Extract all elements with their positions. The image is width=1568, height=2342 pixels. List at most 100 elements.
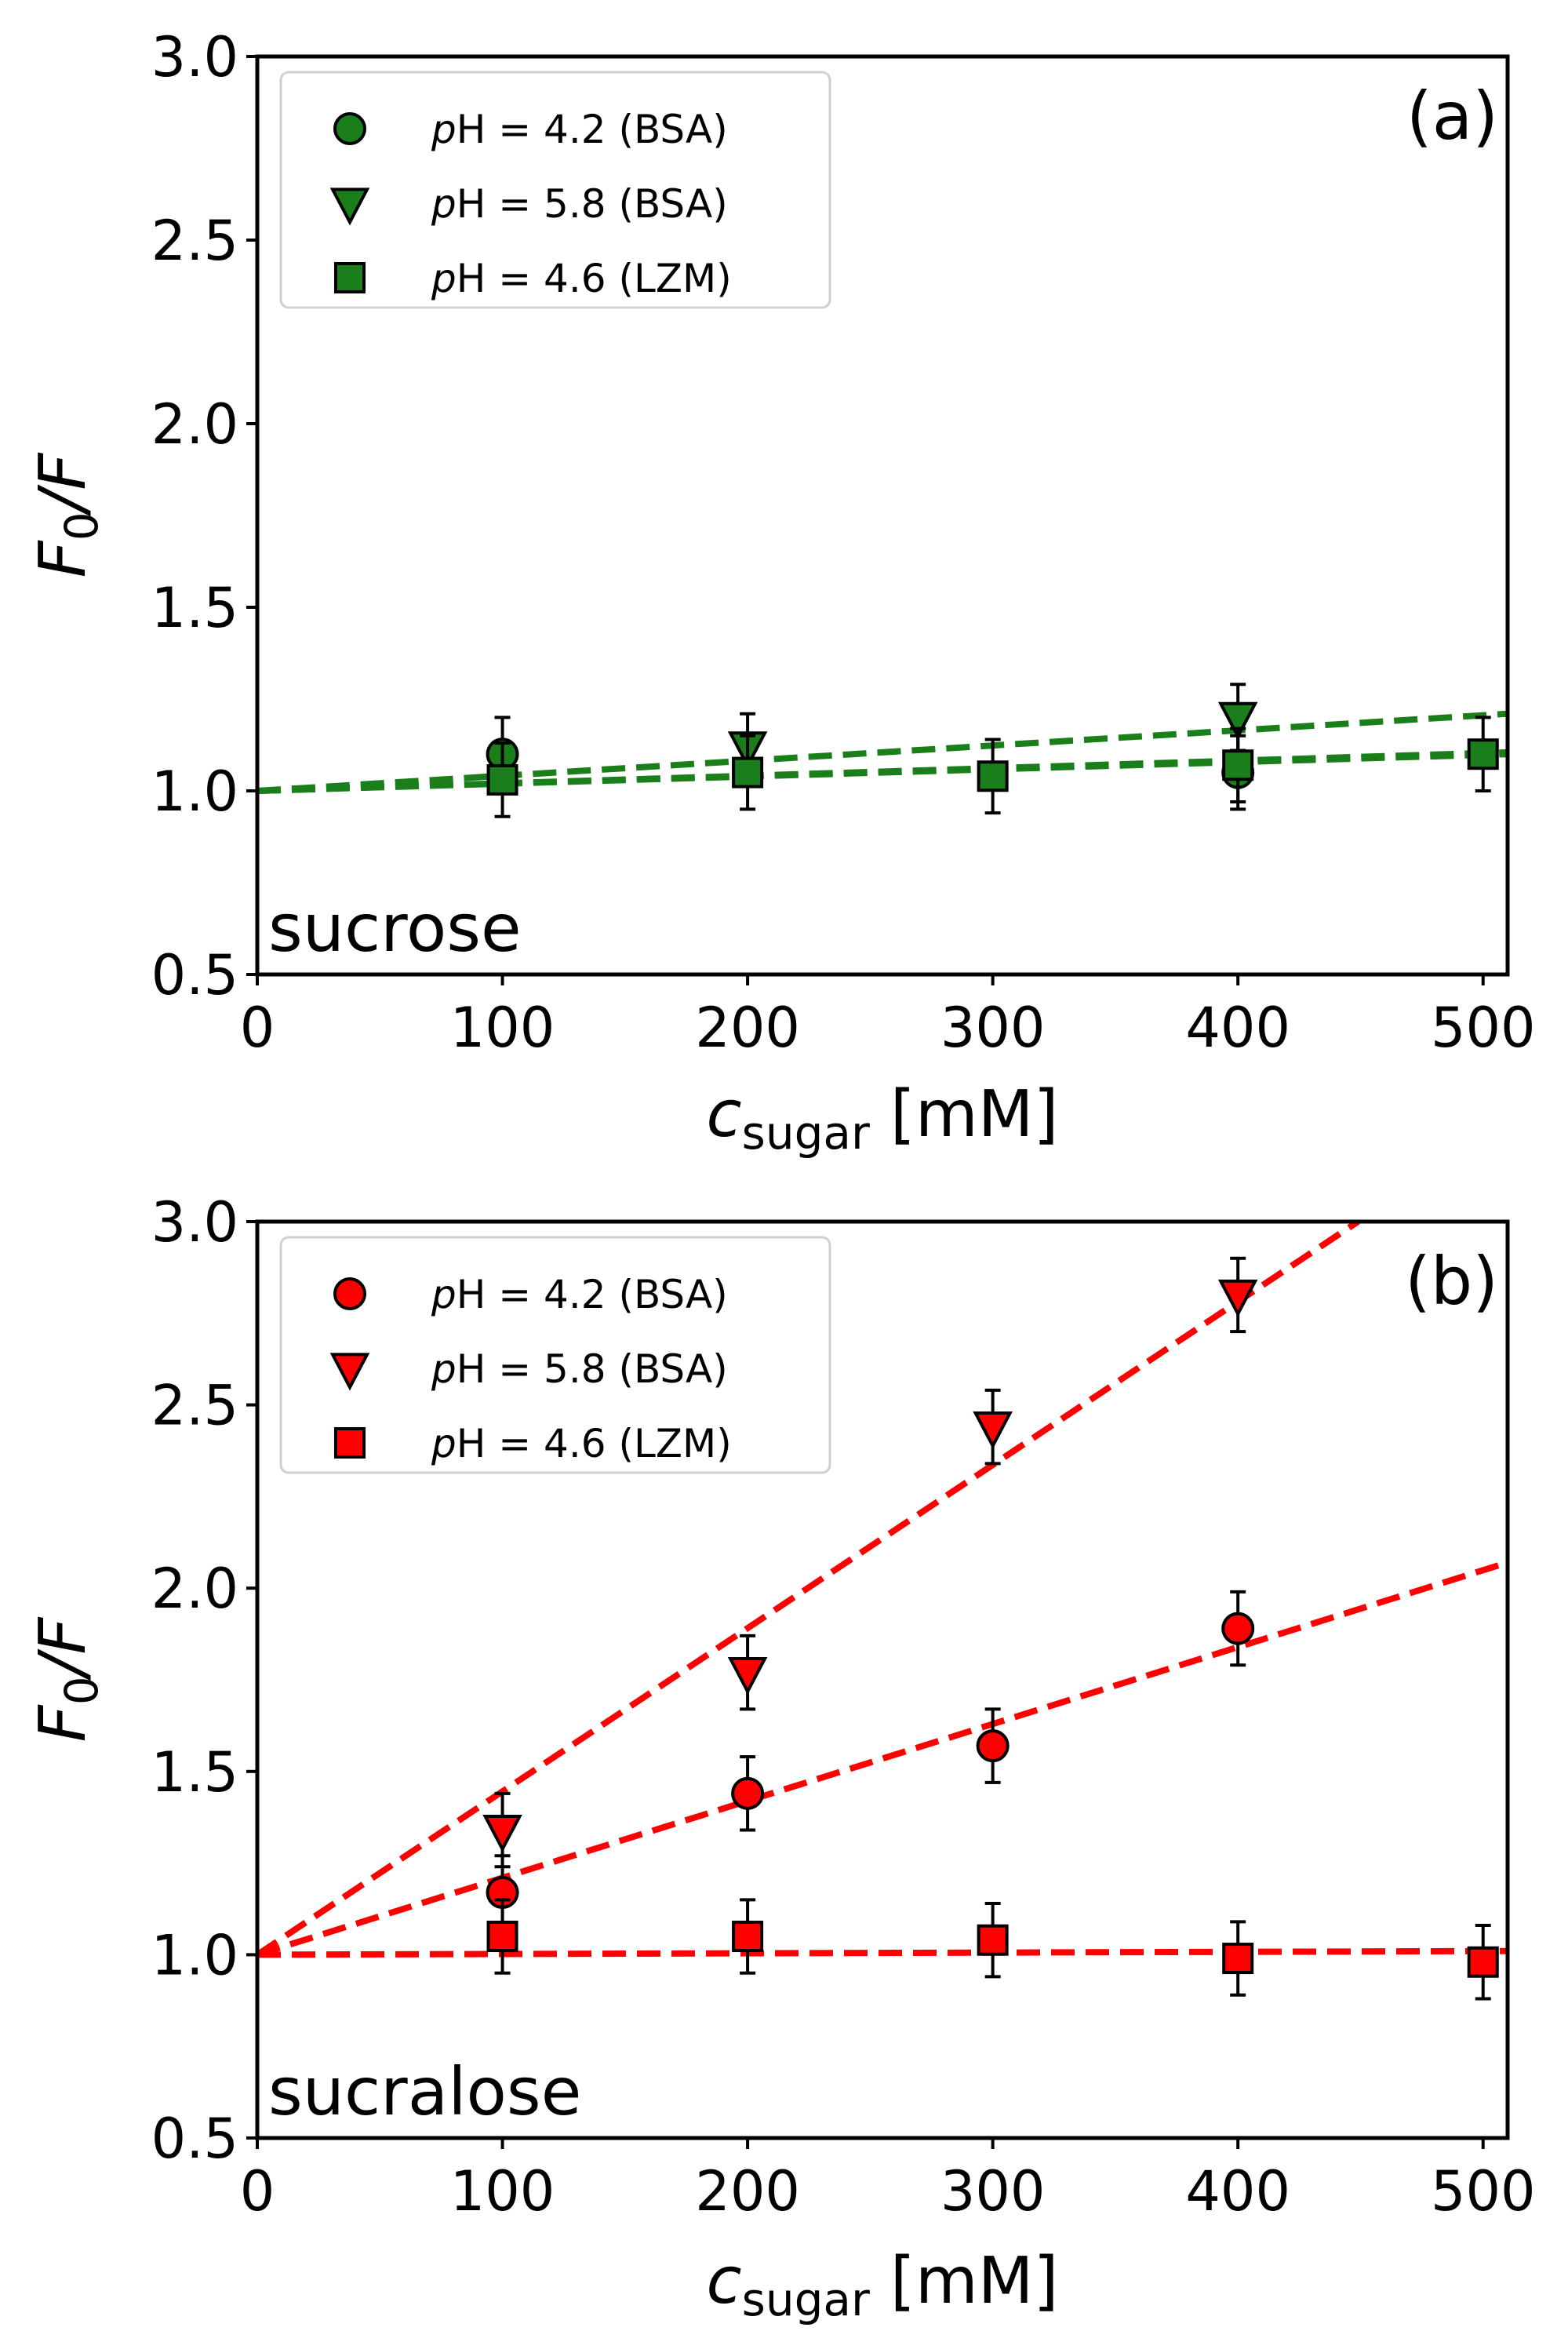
y-axis-title-sub: 0 [55,512,108,541]
legend-label-italic: p [431,107,457,152]
legend-frame [279,1236,831,1474]
y-tick-label: 1.0 [151,1923,238,1987]
series-1-points [482,1256,1258,1869]
legend-label-rest: H = 4.6 (LZM) [457,256,732,301]
data-point [1467,738,1499,770]
x-tick-label: 0 [240,996,275,1060]
x-tick-label: 400 [1185,996,1290,1060]
x-axis-title: csugar [mM] [707,2244,1059,2326]
legend-label-rest: H = 4.2 (BSA) [457,1272,728,1317]
plot-frame [255,54,1510,977]
panel-annotation: sucralose [268,2053,581,2130]
series-2-points [486,1898,1499,2001]
data-point [727,1657,768,1695]
data-point [1221,1612,1255,1645]
y-tick-label: 0.5 [151,2107,238,2171]
data-point [1222,749,1254,781]
legend-label-rest: H = 4.6 (LZM) [457,1421,732,1466]
series-2 [257,1947,1508,1958]
y-tick-label: 1.0 [151,759,238,824]
x-tick-label: 0 [240,2159,275,2224]
x-tick-label: 300 [940,2159,1046,2224]
data-point [977,1924,1009,1956]
x-tick-label: 300 [940,996,1046,1060]
fit-line [257,1947,1508,1958]
y-tick-label: 3.0 [151,25,238,89]
series-1 [257,710,1508,794]
x-tick-label: 100 [450,2159,555,2224]
data-point [1467,1946,1499,1978]
legend: pH = 4.2 (BSA)pH = 5.8 (BSA)pH = 4.6 (LZ… [279,71,831,309]
data-point [732,756,764,789]
data-point [973,1411,1013,1450]
y-axis-title: F0/F [26,452,108,578]
legend-marker [329,1353,370,1391]
x-axis-title-sub: sugar [742,2273,870,2326]
legend-marker [334,1427,366,1459]
legend-label: pH = 4.6 (LZM) [431,1421,732,1466]
legend-label: pH = 4.6 (LZM) [431,256,732,301]
y-axis-title: F0/F [26,1616,108,1743]
legend-marker [333,1277,366,1310]
data-point [486,1921,518,1953]
y-axis-title-main: F [26,539,100,577]
x-axis-title-unit: [mM] [870,1077,1059,1152]
x-tick-label: 100 [450,996,555,1060]
data-point [731,1776,765,1810]
legend-label-italic: p [431,181,457,227]
y-tick-label: 2.5 [151,1374,238,1438]
legend: pH = 4.2 (BSA)pH = 5.8 (BSA)pH = 4.6 (LZ… [279,1236,831,1474]
fit-line [257,1559,1508,1958]
y-tick-label: 3.0 [151,1190,238,1255]
legend-label-rest: H = 4.2 (BSA) [457,107,728,152]
data-point [486,763,518,796]
x-tick-label: 500 [1431,996,1536,1060]
y-tick-label: 1.5 [151,576,238,640]
data-layer [257,683,1508,818]
data-point [1217,1279,1258,1317]
y-tick-label: 2.0 [151,392,238,457]
data-point [1217,701,1258,740]
legend-label-italic: p [431,1346,457,1392]
legend-label-rest: H = 5.8 (BSA) [457,1346,728,1392]
x-axis-title-main: c [707,2244,742,2318]
panel-label: (b) [1405,1243,1498,1320]
panel-annotation: sucrose [268,890,522,967]
legend-label: pH = 4.2 (BSA) [431,107,728,152]
legend-marker [329,188,370,226]
data-layer [257,1222,1508,2001]
series-2-points [486,716,1499,818]
legend-label-rest: H = 5.8 (BSA) [457,181,728,227]
data-point [976,1729,1010,1763]
x-axis-title-sub: sugar [742,1106,870,1160]
fit-line [257,748,1508,794]
x-axis-title-main: c [707,1077,742,1152]
legend-label: pH = 5.8 (BSA) [431,181,728,227]
x-tick-label: 500 [1431,2159,1536,2224]
x-tick-label: 200 [695,2159,800,2224]
data-point [977,760,1009,792]
y-tick-label: 2.5 [151,209,238,273]
y-tick-label: 0.5 [151,943,238,1007]
y-axis-title-tail: /F [26,452,100,517]
y-tick-label: 2.0 [151,1557,238,1621]
x-tick-label: 400 [1185,2159,1290,2224]
fit-line [257,1222,1360,1958]
legend-label: pH = 4.2 (BSA) [431,1272,728,1317]
x-axis-title: csugar [mM] [707,1077,1059,1160]
series-0 [257,1559,1508,1958]
legend-label-italic: p [431,1421,457,1466]
y-tick-label: 1.5 [151,1740,238,1805]
legend-marker [334,262,366,293]
legend-label-italic: p [431,256,457,301]
x-axis-title-unit: [mM] [870,2244,1059,2318]
data-point [482,1814,522,1853]
legend-marker [333,112,366,145]
legend-frame [279,71,831,309]
legend-label: pH = 5.8 (BSA) [431,1346,728,1392]
fit-line [257,710,1508,794]
data-point [1222,1943,1254,1975]
y-axis-title-sub: 0 [55,1676,108,1705]
y-axis-title-tail: /F [26,1616,100,1681]
